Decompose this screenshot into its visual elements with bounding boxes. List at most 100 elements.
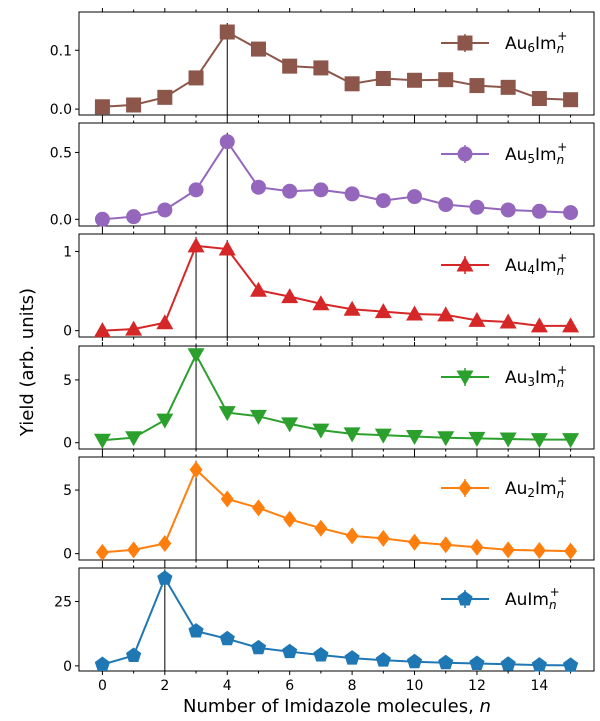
data-point: [95, 543, 109, 561]
legend-marker: [456, 256, 474, 272]
legend-label-sub: 5: [527, 152, 535, 166]
data-point: [406, 305, 424, 321]
legend: AuImn+: [441, 585, 560, 612]
legend-label-main: Au: [505, 590, 527, 610]
x-tick-label: 6: [285, 678, 294, 694]
legend: Au2Imn+: [441, 474, 567, 501]
legend-label-n: n: [557, 153, 565, 167]
legend-label-sub: 3: [527, 375, 535, 389]
data-point: [156, 413, 174, 429]
data-point: [126, 647, 142, 663]
x-tick-label: 0: [98, 678, 107, 694]
legend: Au5Imn+: [441, 140, 567, 167]
x-tick-label: 8: [348, 678, 357, 694]
panel-frame: [78, 567, 595, 672]
data-point: [437, 431, 455, 447]
data-point: [531, 657, 547, 672]
data-point: [219, 630, 235, 646]
legend-label-n: n: [557, 264, 565, 278]
legend-label: Au6Imn+: [505, 29, 567, 56]
panel-2: 0.0 0.5 Au5Imn+: [50, 119, 595, 230]
data-point: [468, 311, 486, 327]
data-point: [469, 655, 485, 670]
data-point: [530, 317, 548, 333]
data-point: [125, 320, 143, 336]
y-tick-label: 25: [54, 594, 72, 610]
y-tick-label: 0.0: [50, 212, 72, 228]
legend-label-sup: +: [557, 29, 567, 43]
data-point: [564, 542, 578, 560]
data-point: [406, 653, 423, 669]
legend-label: Au2Imn+: [505, 474, 567, 501]
data-point: [250, 41, 266, 57]
panel-1: 0.0 0.1 Au6Imn+: [50, 8, 595, 119]
data-point: [93, 433, 111, 449]
y-tick-label: 5: [63, 373, 72, 389]
y-tick-label: 0: [63, 436, 72, 452]
data-point: [345, 527, 359, 545]
legend-label-rest: Im: [535, 34, 557, 54]
data-point: [282, 58, 298, 74]
legend: Au6Imn+: [441, 29, 567, 56]
x-axis-label: Number of Imidazole molecules, n: [183, 696, 491, 717]
data-point: [530, 433, 548, 449]
data-point: [499, 313, 517, 329]
legend-marker: [456, 370, 474, 386]
x-tick-label: 4: [223, 678, 232, 694]
data-point: [375, 652, 391, 667]
data-point: [374, 428, 392, 444]
series-line: [102, 30, 571, 108]
data-point: [312, 423, 330, 439]
data-point: [531, 91, 547, 107]
series-line: [102, 352, 571, 442]
panel-frame: [78, 345, 595, 450]
y-tick-label: 5: [63, 483, 72, 499]
data-point: [468, 431, 486, 447]
data-point: [407, 72, 423, 88]
legend-label-sup: +: [557, 251, 567, 265]
data-point: [156, 314, 174, 330]
panel-4: 0 5 Au3Imn+: [63, 342, 595, 453]
data-point: [501, 541, 515, 559]
data-point: [314, 519, 328, 537]
data-point: [157, 570, 173, 585]
data-point: [500, 202, 516, 218]
data-point: [470, 538, 484, 556]
legend-label-rest: Im: [535, 368, 557, 388]
legend-label-main: Au: [505, 34, 527, 54]
y-axis-label: Yield (arb. units): [17, 288, 38, 437]
legend: Au3Imn+: [441, 363, 567, 390]
data-point: [563, 205, 579, 221]
data-point: [406, 429, 424, 445]
data-point: [407, 189, 423, 205]
legend-label: AuImn+: [505, 585, 560, 612]
panel-6: 025 AuImn+0 2 4 6 8 10 12 14: [54, 564, 595, 694]
y-tick-label: 0: [63, 324, 72, 340]
data-point: [313, 182, 329, 198]
panel-3: 0 1 Au4Imn+: [63, 230, 595, 341]
data-point: [374, 303, 392, 319]
series-line: [102, 139, 571, 221]
legend-label-n: n: [557, 376, 565, 390]
series-line: [102, 244, 571, 332]
data-point: [313, 60, 329, 76]
data-point: [250, 179, 266, 195]
data-point: [187, 237, 205, 253]
legend-label-sup: +: [557, 474, 567, 488]
panel-frame: [78, 11, 595, 116]
data-point: [94, 99, 110, 115]
data-point: [219, 134, 235, 150]
data-point: [249, 409, 267, 425]
data-point: [188, 182, 204, 198]
x-axis-label-var: n: [480, 696, 491, 717]
legend-label: Au4Imn+: [505, 251, 567, 278]
data-point: [187, 348, 205, 364]
y-tick-label: 0: [63, 547, 72, 563]
data-point: [127, 541, 141, 559]
panel-frame: [78, 122, 595, 227]
data-point: [313, 647, 329, 662]
data-point: [282, 643, 298, 659]
legend: Au4Imn+: [441, 251, 567, 278]
data-point: [220, 490, 234, 508]
